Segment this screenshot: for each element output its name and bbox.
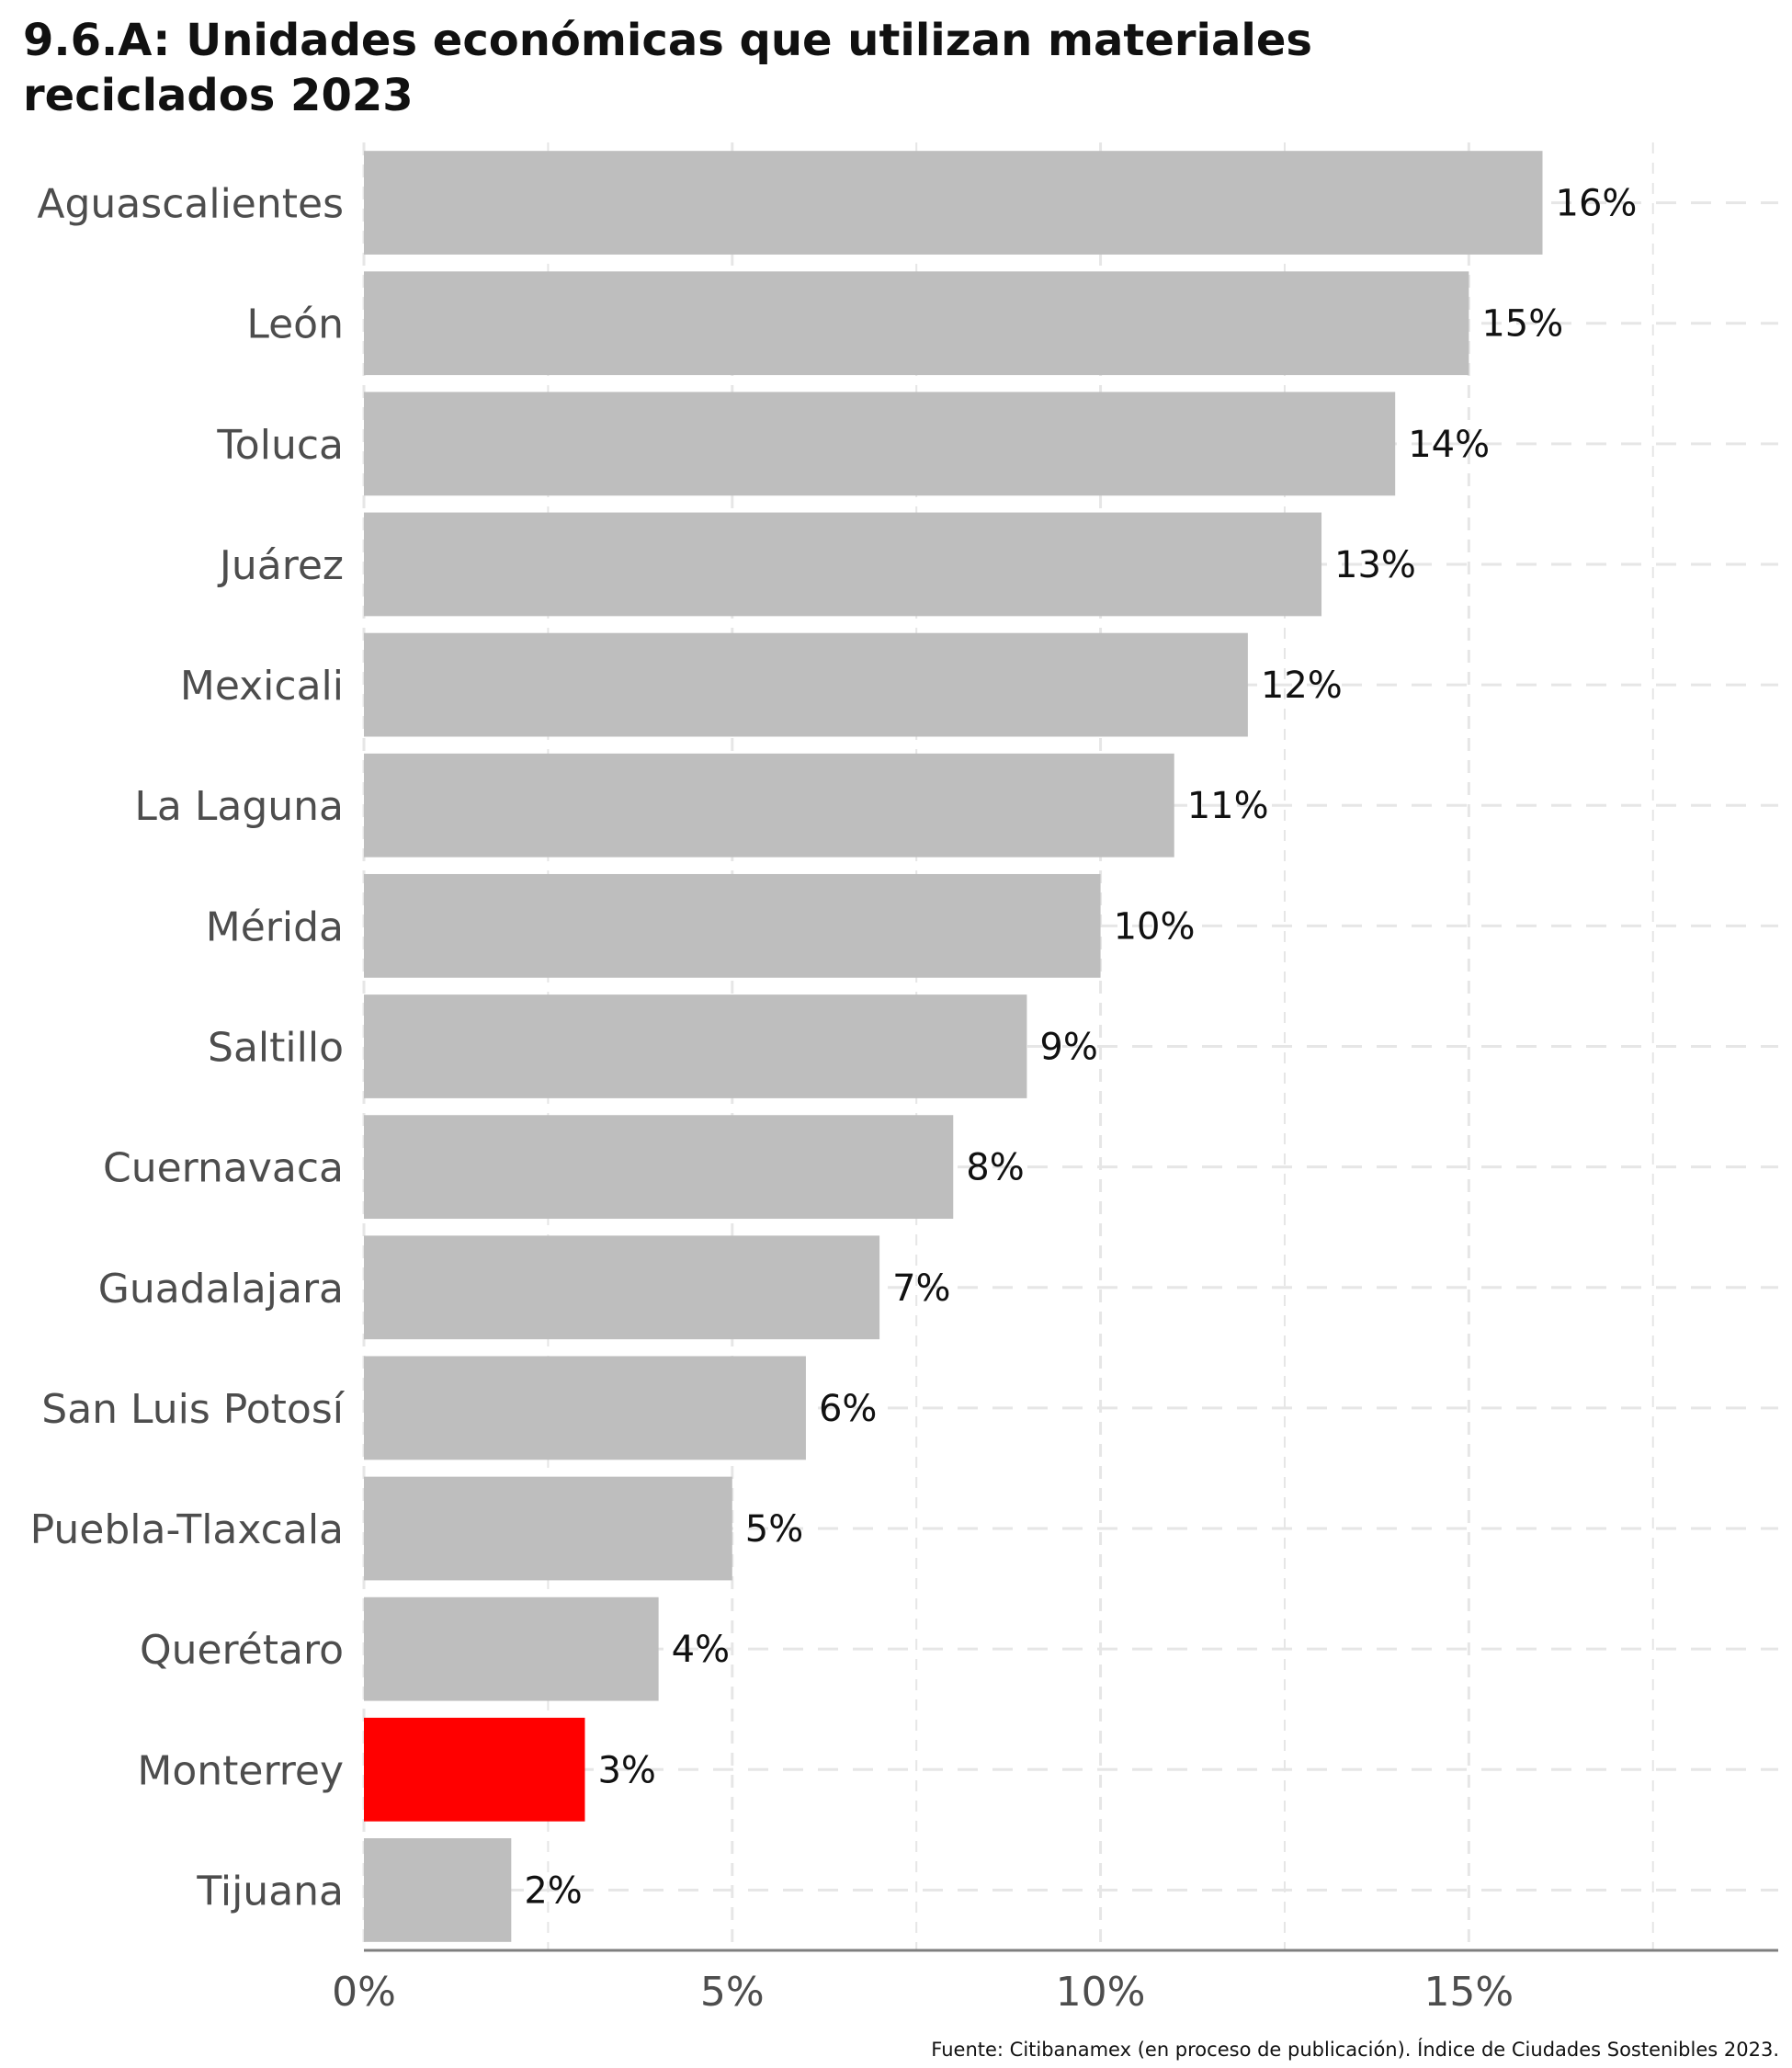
category-label: Tijuana (196, 1868, 344, 1915)
category-label: Juárez (217, 542, 344, 589)
bar (364, 632, 1248, 737)
category-label: La Laguna (134, 783, 344, 830)
category-label: San Luis Potosí (41, 1386, 346, 1433)
bar (364, 1356, 806, 1460)
labels: 16% Aguascalientes 15% León 14% Toluca 13% Juár… (30, 181, 1638, 2016)
category-label: León (246, 301, 344, 348)
category-label: Cuernavaca (103, 1145, 344, 1192)
data-label: 7% (892, 1267, 950, 1310)
data-label: 5% (745, 1508, 803, 1551)
data-label: 10% (1114, 905, 1196, 948)
category-label: Querétaro (140, 1627, 344, 1674)
bar (364, 1596, 659, 1701)
bar (364, 753, 1174, 858)
category-label: Aguascalientes (37, 181, 344, 228)
bar (364, 1115, 954, 1220)
data-label: 12% (1261, 665, 1343, 707)
chart-title-line-1: 9.6.A: Unidades económicas que utilizan … (23, 15, 1312, 66)
bar (364, 873, 1101, 978)
data-label: 15% (1481, 303, 1563, 346)
data-label: 8% (966, 1147, 1024, 1189)
bar (364, 271, 1469, 376)
category-label: Saltillo (208, 1025, 344, 1072)
data-label: 6% (819, 1388, 877, 1430)
data-label: 13% (1334, 544, 1416, 586)
bar (364, 994, 1027, 1098)
data-label: 11% (1187, 785, 1269, 827)
bars (364, 151, 1543, 1942)
bar (364, 1476, 732, 1581)
category-label: Mérida (206, 903, 344, 950)
category-label: Mexicali (180, 663, 344, 710)
data-label: 3% (597, 1749, 655, 1791)
category-label: Toluca (216, 422, 344, 469)
x-tick-label: 10% (1056, 1969, 1146, 2016)
category-label: Monterrey (137, 1747, 344, 1794)
bar (364, 151, 1543, 255)
chart-title: 9.6.A: Unidades económicas que utilizan … (23, 13, 1401, 123)
x-tick-label: 5% (700, 1969, 765, 2016)
data-label: 4% (672, 1629, 730, 1671)
chart-title-line-2: reciclados 2023 (23, 70, 414, 121)
bar (364, 392, 1396, 496)
bar (364, 1717, 585, 1822)
data-label: 14% (1408, 424, 1490, 466)
data-label: 9% (1039, 1027, 1097, 1069)
category-label: Puebla-Tlaxcala (30, 1506, 344, 1553)
bar (364, 512, 1322, 617)
data-label: 16% (1556, 183, 1638, 225)
data-label: 2% (524, 1869, 582, 1912)
bar (364, 1235, 880, 1340)
x-tick-label: 0% (332, 1969, 396, 2016)
source-note: Fuente: Citibanamex (en proceso de publi… (931, 2039, 1779, 2061)
bar (364, 1838, 512, 1942)
category-label: Guadalajara (98, 1266, 344, 1312)
x-tick-label: 15% (1423, 1969, 1514, 2016)
